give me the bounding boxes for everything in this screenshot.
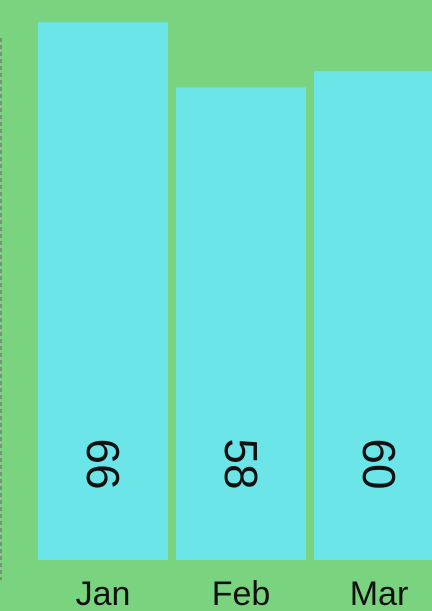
bars-group [38,22,432,560]
x-tick-labels-group: Jan Feb Mar [76,575,409,611]
x-tick-label-mar: Mar [350,575,409,611]
data-labels-group: 66 58 60 [77,438,405,489]
bar-jan [38,22,168,560]
data-label-mar: 60 [353,438,405,489]
x-tick-label-jan: Jan [76,575,131,611]
bar-mar [314,71,432,560]
bar-feb [176,87,306,560]
data-label-feb: 58 [215,438,267,489]
x-tick-label-feb: Feb [212,575,271,611]
data-label-jan: 66 [77,438,129,489]
